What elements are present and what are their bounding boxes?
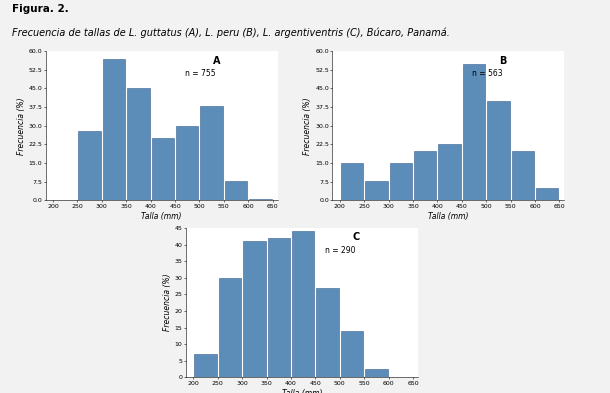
- X-axis label: Talla (mm): Talla (mm): [282, 389, 322, 393]
- X-axis label: Talla (mm): Talla (mm): [428, 212, 468, 221]
- Text: n = 755: n = 755: [185, 69, 215, 78]
- Bar: [439, 144, 461, 200]
- Text: n = 563: n = 563: [472, 69, 502, 78]
- Bar: [219, 278, 241, 377]
- Y-axis label: Frecuencia (%): Frecuencia (%): [303, 97, 312, 154]
- Bar: [487, 101, 509, 200]
- X-axis label: Talla (mm): Talla (mm): [142, 212, 182, 221]
- Bar: [243, 241, 265, 377]
- Y-axis label: Frecuencia (%): Frecuencia (%): [16, 97, 26, 154]
- Bar: [292, 231, 314, 377]
- Text: C: C: [353, 232, 360, 242]
- Text: n = 290: n = 290: [325, 246, 356, 255]
- Bar: [103, 59, 125, 200]
- Text: Frecuencia de tallas de L. guttatus (A), L. peru (B), L. argentiventris (C), Búc: Frecuencia de tallas de L. guttatus (A),…: [12, 28, 450, 38]
- Bar: [390, 163, 412, 200]
- Bar: [127, 88, 149, 200]
- Bar: [365, 369, 387, 377]
- Bar: [317, 288, 339, 377]
- Bar: [201, 106, 223, 200]
- Bar: [225, 180, 247, 200]
- Bar: [152, 138, 174, 200]
- Bar: [79, 131, 101, 200]
- Bar: [512, 151, 534, 200]
- Y-axis label: Frecuencia (%): Frecuencia (%): [163, 274, 172, 331]
- Bar: [365, 180, 387, 200]
- Bar: [341, 163, 363, 200]
- Bar: [268, 238, 290, 377]
- Bar: [463, 64, 485, 200]
- Text: A: A: [213, 55, 220, 66]
- Bar: [176, 126, 198, 200]
- Bar: [536, 188, 558, 200]
- Bar: [414, 151, 436, 200]
- Bar: [249, 199, 271, 200]
- Bar: [341, 331, 363, 377]
- Bar: [195, 354, 217, 377]
- Text: Figura. 2.: Figura. 2.: [12, 4, 69, 14]
- Text: B: B: [500, 55, 507, 66]
